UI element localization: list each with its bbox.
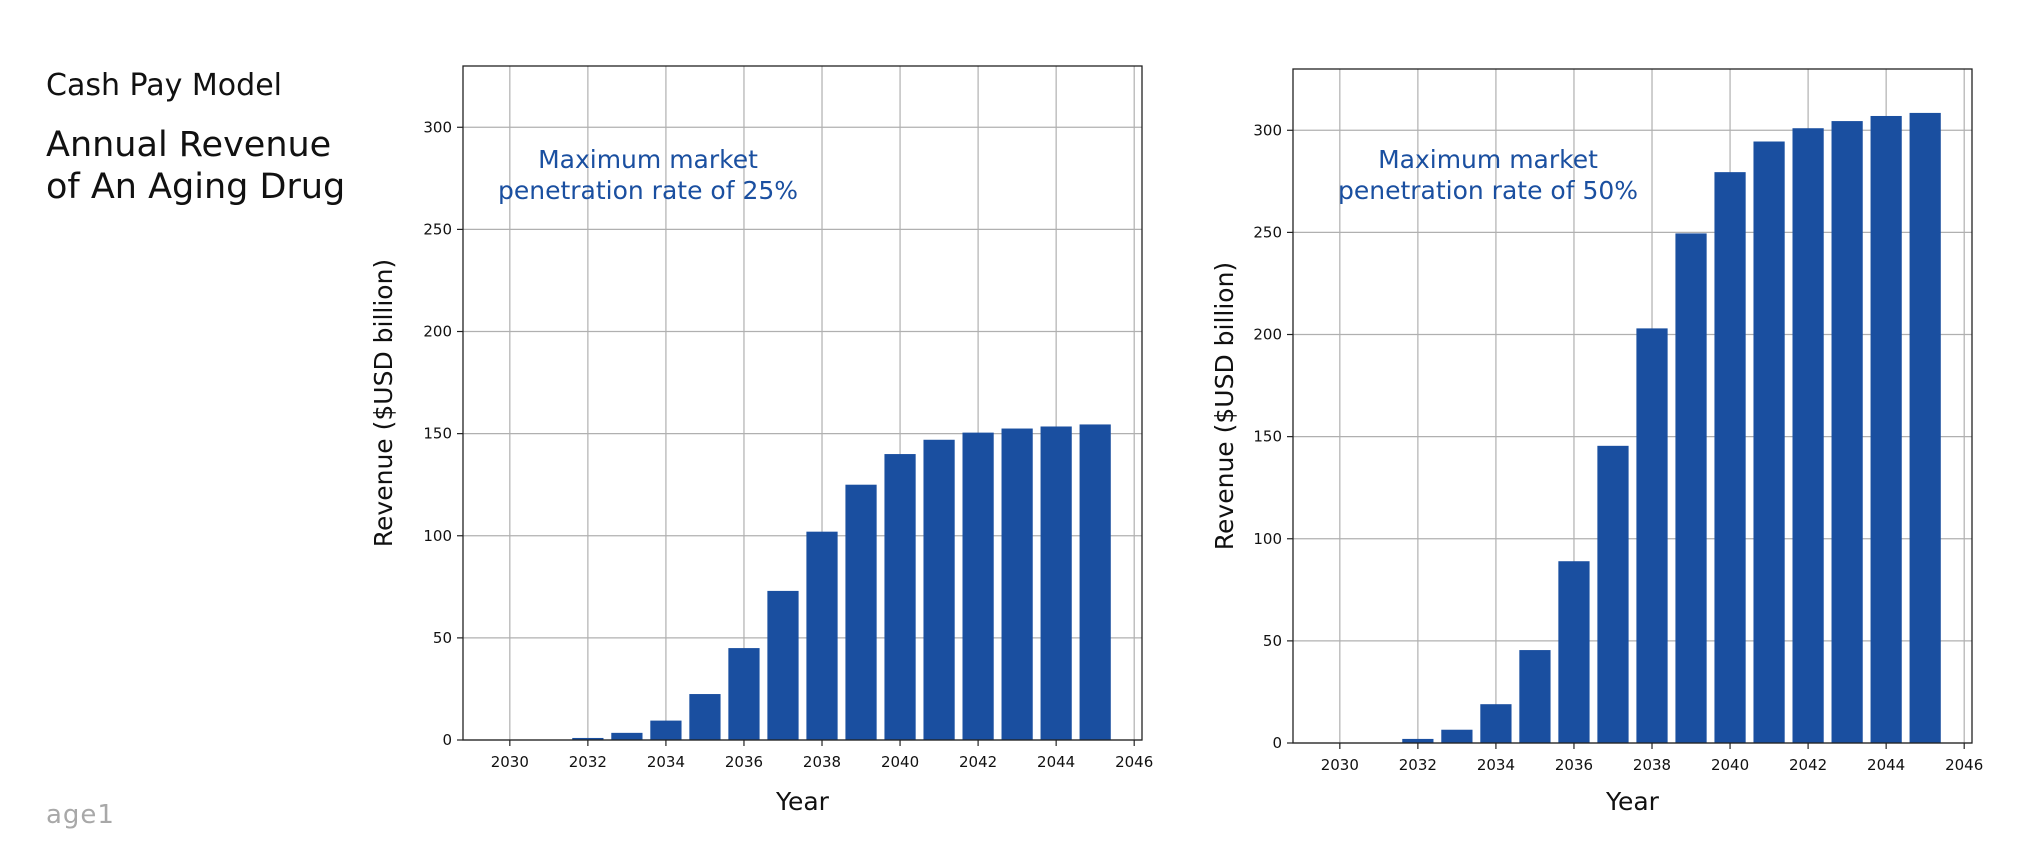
x-tick-label: 2034 xyxy=(1477,756,1515,774)
x-tick-label: 2038 xyxy=(1633,756,1671,774)
x-tick-label: 2032 xyxy=(1399,756,1437,774)
bar xyxy=(767,590,799,740)
x-tick-label: 2040 xyxy=(881,753,919,771)
bar xyxy=(1480,704,1512,743)
y-axis-label: Revenue ($USD billion) xyxy=(1210,262,1239,550)
bar xyxy=(650,720,682,740)
y-tick-label: 250 xyxy=(1253,223,1282,241)
bar xyxy=(611,732,643,740)
y-tick-label: 300 xyxy=(1253,121,1282,139)
bar xyxy=(572,737,604,740)
bar xyxy=(1831,121,1863,744)
y-axis-label: Revenue ($USD billion) xyxy=(369,259,398,547)
y-tick-label: 0 xyxy=(442,731,452,749)
bar xyxy=(1441,729,1473,743)
bar xyxy=(1001,428,1033,740)
x-tick-label: 2038 xyxy=(803,753,841,771)
bar xyxy=(1519,650,1551,743)
bar xyxy=(1675,233,1707,743)
page-subtitle: Cash Pay Model xyxy=(46,68,283,103)
page-title: Annual Revenue of An Aging Drug xyxy=(46,125,346,207)
x-tick-label: 2036 xyxy=(1555,756,1593,774)
y-tick-label: 150 xyxy=(423,425,452,443)
y-tick-label: 50 xyxy=(433,629,452,647)
bar xyxy=(1792,128,1824,744)
bar xyxy=(1753,141,1785,744)
y-tick-label: 200 xyxy=(423,323,452,341)
bar xyxy=(1909,112,1941,744)
chart-annotation: penetration rate of 50% xyxy=(1338,176,1638,205)
bar xyxy=(1714,172,1746,743)
y-tick-label: 100 xyxy=(423,527,452,545)
bar xyxy=(1079,424,1111,740)
brand-logo: age1 xyxy=(46,800,115,830)
x-tick-label: 2044 xyxy=(1037,753,1075,771)
x-tick-label: 2046 xyxy=(1945,756,1983,774)
y-tick-label: 100 xyxy=(1253,530,1282,548)
bar xyxy=(728,648,760,740)
bar xyxy=(1636,328,1668,743)
x-tick-label: 2046 xyxy=(1115,753,1153,771)
y-tick-label: 0 xyxy=(1272,734,1282,752)
bar xyxy=(962,432,994,740)
x-axis-label: Year xyxy=(775,787,830,816)
x-tick-label: 2040 xyxy=(1711,756,1749,774)
y-tick-label: 200 xyxy=(1253,326,1282,344)
bar xyxy=(1597,445,1629,743)
bar xyxy=(923,439,955,740)
bar xyxy=(845,484,877,740)
x-tick-label: 2030 xyxy=(1321,756,1359,774)
y-tick-label: 150 xyxy=(1253,428,1282,446)
x-tick-label: 2042 xyxy=(959,753,997,771)
bar xyxy=(1402,738,1434,743)
bar xyxy=(884,454,916,740)
x-tick-label: 2034 xyxy=(647,753,685,771)
bar xyxy=(1870,115,1902,743)
axes-frame xyxy=(1292,68,1973,744)
y-tick-label: 250 xyxy=(423,220,452,238)
x-tick-label: 2032 xyxy=(569,753,607,771)
y-tick-label: 300 xyxy=(423,118,452,136)
bar xyxy=(806,531,838,740)
chart-annotation: penetration rate of 25% xyxy=(498,176,798,205)
x-tick-label: 2042 xyxy=(1789,756,1827,774)
chart-annotation: Maximum market xyxy=(538,145,758,174)
bar xyxy=(1040,426,1072,740)
y-tick-label: 50 xyxy=(1263,632,1282,650)
bar xyxy=(1558,561,1590,743)
axes-frame xyxy=(462,65,1143,741)
x-tick-label: 2036 xyxy=(725,753,763,771)
x-tick-label: 2030 xyxy=(491,753,529,771)
bar xyxy=(689,694,721,740)
x-tick-label: 2044 xyxy=(1867,756,1905,774)
chart-annotation: Maximum market xyxy=(1378,145,1598,174)
x-axis-label: Year xyxy=(1605,787,1660,816)
